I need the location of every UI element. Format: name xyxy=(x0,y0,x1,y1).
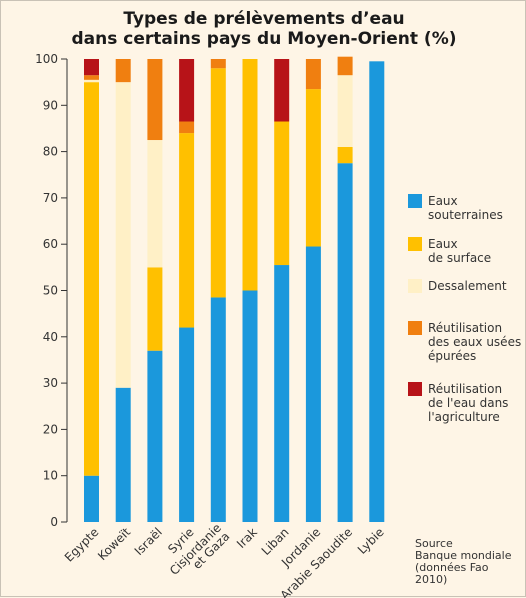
x-category-label-line: Israël xyxy=(132,525,165,558)
bar-segment xyxy=(115,82,131,388)
x-category-label: Irak xyxy=(234,525,260,551)
bar-segment xyxy=(115,59,131,83)
x-category-label-line: Irak xyxy=(234,525,260,551)
bar-segment xyxy=(147,59,163,141)
y-tick-label: 0 xyxy=(50,515,58,529)
bar-segment xyxy=(274,59,290,122)
x-category-label: Lybie xyxy=(355,525,387,557)
y-tick-label: 100 xyxy=(35,52,58,66)
bar-segment xyxy=(147,140,163,268)
legend-label: souterraines xyxy=(428,208,503,222)
chart-title-line: Types de prélèvements d’eau xyxy=(123,9,404,29)
bar-segment xyxy=(305,89,321,247)
bar-segment xyxy=(210,297,226,522)
y-tick-label: 70 xyxy=(43,191,58,205)
bar-segment xyxy=(242,290,258,522)
x-category-label-line: Koweït xyxy=(95,525,133,563)
legend-swatch xyxy=(408,321,422,335)
bar-segment xyxy=(305,246,321,522)
legend-swatch xyxy=(408,237,422,251)
bar-segment xyxy=(274,265,290,522)
legend-label: de surface xyxy=(428,251,491,265)
x-category-label-line: Egypte xyxy=(62,525,102,565)
y-axis: 0 10 20 30 40 50 60 70 80 90 100 xyxy=(35,52,68,529)
bar-segment xyxy=(337,146,353,164)
bar-segment xyxy=(179,59,195,122)
bar-segment xyxy=(179,121,195,134)
bar-segment xyxy=(337,163,353,523)
bar-segment xyxy=(84,75,99,80)
legend-label: Réutilisation xyxy=(428,382,502,396)
x-category-label-line: Lybie xyxy=(355,525,387,557)
y-tick-label: 50 xyxy=(43,284,58,298)
source-line: Source xyxy=(415,537,453,550)
y-tick-label: 60 xyxy=(43,237,58,251)
bar-segment xyxy=(84,82,99,476)
legend-swatch xyxy=(408,382,422,396)
legend-label: épurées xyxy=(428,349,476,363)
legend-label: de l'eau dans xyxy=(428,396,508,410)
y-tick-label: 90 xyxy=(43,98,58,112)
chart-title-line: dans certains pays du Moyen-Orient (%) xyxy=(71,29,456,49)
bar-segment xyxy=(337,56,353,76)
legend-label: Eaux xyxy=(428,237,458,251)
y-tick-label: 10 xyxy=(43,469,58,483)
source-line: 2010) xyxy=(415,573,447,586)
bar-segment xyxy=(179,133,195,328)
legend-label: Dessalement xyxy=(428,279,507,293)
bar-segment xyxy=(179,327,195,522)
y-tick-label: 80 xyxy=(43,145,58,159)
x-category-label: Israël xyxy=(132,525,165,558)
y-tick-label: 40 xyxy=(43,330,58,344)
y-tick-label: 30 xyxy=(43,376,58,390)
bar-segment xyxy=(84,475,99,522)
bar-segment xyxy=(242,59,258,291)
bar-segment xyxy=(337,75,353,147)
bar-segment xyxy=(274,121,290,266)
bar-segment xyxy=(84,59,99,76)
bar-segment xyxy=(210,68,226,298)
bar-segment xyxy=(210,59,226,69)
bar-segment xyxy=(147,350,163,522)
bar-segment xyxy=(369,61,385,522)
y-tick-label: 20 xyxy=(43,422,58,436)
x-category-label: Koweït xyxy=(95,525,133,563)
legend-label: l'agriculture xyxy=(428,410,500,424)
bars xyxy=(84,56,385,523)
bar-segment xyxy=(84,79,99,83)
legend-swatch xyxy=(408,194,422,208)
legend-label: Eaux xyxy=(428,194,458,208)
source-line: (données Fao xyxy=(415,561,489,574)
source-line: Banque mondiale xyxy=(415,549,512,562)
legend-swatch xyxy=(408,279,422,293)
x-category-label: Egypte xyxy=(62,525,102,565)
bar-segment xyxy=(305,59,321,90)
legend-label: des eaux usées xyxy=(428,335,521,349)
bar-segment xyxy=(115,387,131,522)
legend-label: Réutilisation xyxy=(428,321,502,335)
bar-segment xyxy=(147,267,163,351)
